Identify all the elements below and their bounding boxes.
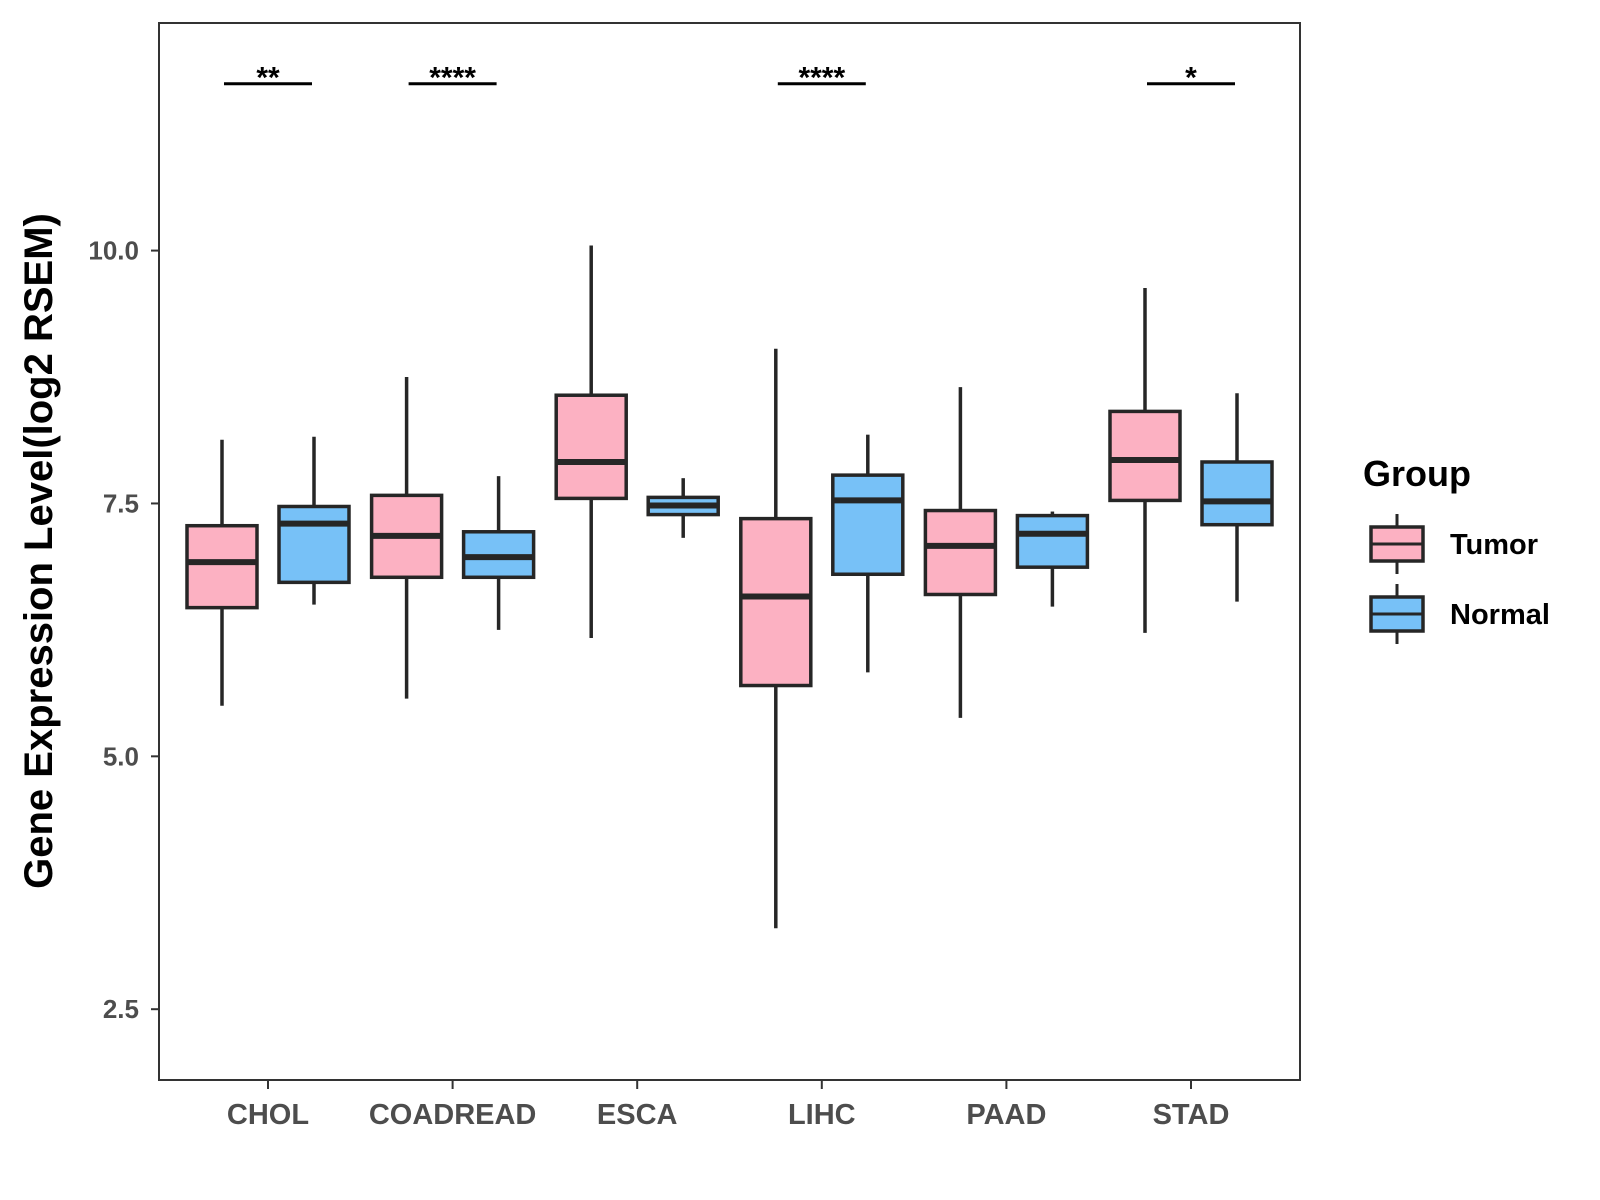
legend-label: Normal: [1450, 599, 1550, 631]
box-normal-esca: [646, 478, 720, 538]
box-body: [277, 504, 351, 585]
significance-lihc: ****: [777, 62, 866, 95]
x-tick-label: ESCA: [597, 1099, 678, 1131]
significance-layer: ** **** **** *: [224, 62, 1235, 95]
x-tick-label: COADREAD: [369, 1099, 537, 1131]
box-normal-stad: [1200, 393, 1274, 602]
y-tick-label: 5.0: [103, 741, 139, 771]
significance-label: *: [1185, 62, 1197, 95]
box-tumor-coadread: [369, 377, 444, 699]
box-body: [831, 473, 905, 577]
legend-title: Group: [1363, 453, 1471, 494]
box-normal-coadread: [461, 476, 536, 630]
box-tumor-stad: [1108, 288, 1182, 633]
significance-coadread: ****: [408, 62, 497, 95]
y-axis-title: Gene Expression Level(log2 RSEM): [17, 213, 61, 889]
x-tick-label: LIHC: [788, 1099, 856, 1131]
box-tumor-esca: [554, 245, 628, 638]
legend-item-tumor: Tumor: [1369, 514, 1538, 574]
y-tick-label: 7.5: [103, 488, 139, 518]
boxes-layer: [185, 245, 1274, 929]
x-axis: CHOL COADREAD ESCA LIHC PAAD STAD: [227, 1080, 1229, 1131]
box-body: [1015, 513, 1090, 569]
x-tick-label: CHOL: [227, 1099, 309, 1131]
significance-label: ****: [798, 62, 845, 95]
box-tumor-paad: [923, 387, 998, 718]
box-body: [1200, 460, 1274, 527]
y-tick-label: 10.0: [88, 236, 139, 266]
box-body: [185, 523, 259, 610]
box-normal-paad: [1015, 511, 1090, 607]
box-tumor-chol: [185, 439, 259, 706]
legend: Group Tumor Normal: [1363, 453, 1550, 644]
box-normal-chol: [277, 436, 351, 605]
box-body: [554, 393, 628, 501]
y-tick-label: 2.5: [103, 994, 139, 1024]
box-body: [739, 516, 813, 688]
significance-label: **: [256, 62, 280, 95]
box-body: [923, 508, 998, 597]
significance-chol: **: [224, 62, 312, 95]
box-tumor-lihc: [739, 348, 813, 929]
y-axis: 2.5 5.0 7.5 10.0: [88, 236, 159, 1024]
x-tick-label: PAAD: [966, 1099, 1046, 1131]
box-normal-lihc: [831, 434, 905, 673]
legend-item-normal: Normal: [1369, 584, 1550, 644]
x-tick-label: STAD: [1153, 1099, 1230, 1131]
significance-label: ****: [429, 62, 476, 95]
box-body: [1108, 409, 1182, 503]
legend-label: Tumor: [1450, 529, 1538, 561]
significance-stad: *: [1147, 62, 1235, 95]
